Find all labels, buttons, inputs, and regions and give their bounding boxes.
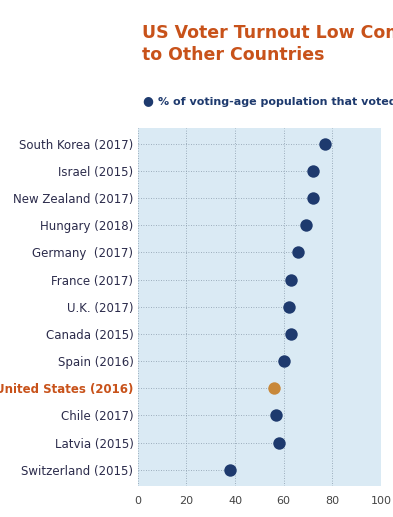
Text: US Voter Turnout Low Compared
to Other Countries: US Voter Turnout Low Compared to Other C… — [142, 24, 393, 64]
Point — [295, 248, 301, 256]
Text: ●: ● — [142, 95, 153, 108]
Point — [303, 221, 309, 230]
Point — [276, 438, 282, 447]
Point — [310, 167, 316, 175]
Point — [288, 330, 294, 338]
Point — [281, 357, 287, 365]
Point — [271, 384, 277, 392]
Point — [285, 302, 292, 311]
Point — [227, 465, 233, 474]
Point — [322, 140, 328, 148]
Point — [310, 194, 316, 202]
Text: % of voting-age population that voted in most recent elections: % of voting-age population that voted in… — [158, 97, 393, 108]
Point — [273, 411, 279, 419]
Point — [288, 276, 294, 284]
